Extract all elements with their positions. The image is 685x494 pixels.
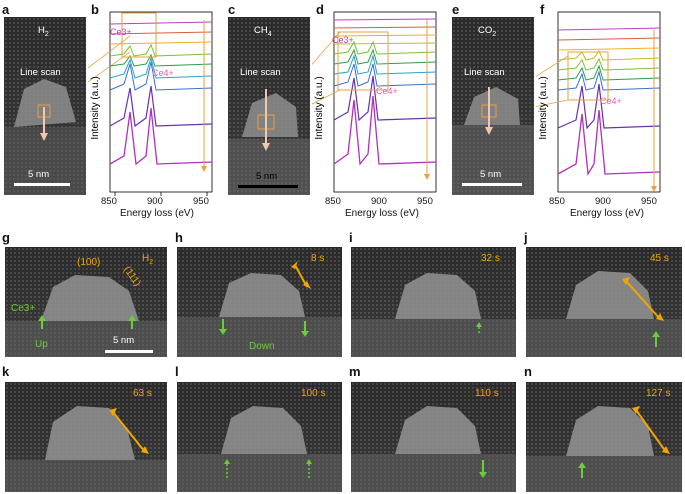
panel-label-f: f: [540, 2, 545, 17]
tick-950-d: 950: [417, 196, 433, 207]
scalebar-label-e: 5 nm: [480, 169, 502, 180]
time-label-j: 45 s: [650, 253, 669, 264]
scalebar-c: [238, 185, 298, 188]
line-scan-label-a: Line scan: [20, 67, 61, 78]
stem-image-g: (100) (111) H2 Ce3+ Up 5 nm: [5, 247, 167, 357]
panel-label-j: j: [524, 230, 528, 245]
time-label-m: 110 s: [475, 388, 499, 399]
ce4-label-f: Ce4+: [600, 96, 622, 106]
line-scan-label-c: Line scan: [240, 67, 281, 78]
gas-label-c: CH4: [254, 25, 272, 38]
spectrum-plot-b: Intensity (a.u.): [88, 11, 213, 196]
spectrum-plot-d: Intensity (a.u.): [312, 11, 437, 193]
panel-label-c: c: [228, 2, 236, 17]
scalebar-a: [14, 183, 70, 186]
gas-label-g: H2: [142, 253, 154, 266]
ce3-label-b: Ce3+: [110, 27, 132, 37]
stem-image-l: 100 s: [177, 382, 342, 492]
ce3-label-d: Ce3+: [332, 35, 354, 45]
stem-image-a: H2 Line scan 5 nm: [4, 17, 86, 195]
scalebar-label-a: 5 nm: [28, 169, 50, 180]
tick-900-f: 900: [595, 196, 611, 207]
up-label: Up: [35, 339, 48, 350]
down-label: Down: [249, 341, 275, 352]
tick-950-b: 950: [193, 196, 209, 207]
stem-image-n: 127 s: [526, 382, 682, 492]
panel-label-m: m: [349, 364, 361, 379]
scalebar-label-g: 5 nm: [113, 335, 135, 346]
ylabel-d: Intensity (a.u.): [314, 76, 325, 139]
gas-label-e: CO2: [478, 25, 497, 38]
panel-label-g: g: [2, 230, 10, 245]
panel-label-e: e: [452, 2, 460, 17]
tick-900-b: 900: [147, 196, 163, 207]
scalebar-label-c: 5 nm: [256, 171, 278, 182]
panel-label-k: k: [2, 364, 10, 379]
time-label-n: 127 s: [646, 388, 671, 399]
stem-image-c: CH4 Line scan 5 nm: [228, 17, 310, 195]
tick-850-d: 850: [325, 196, 341, 207]
ylabel-b: Intensity (a.u.): [90, 76, 101, 139]
xlabel-f: Energy loss (eV): [570, 208, 644, 219]
time-label-k: 63 s: [133, 388, 152, 399]
tick-850-b: 850: [101, 196, 117, 207]
xlabel-b: Energy loss (eV): [120, 208, 194, 219]
panel-label-i: i: [349, 230, 353, 245]
panel-label-b: b: [91, 2, 99, 17]
time-label-h: 8 s: [311, 253, 325, 264]
facet-100-label: (100): [77, 257, 101, 268]
panel-label-a: a: [2, 2, 10, 17]
time-label-i: 32 s: [481, 253, 500, 264]
tick-900-d: 900: [371, 196, 387, 207]
ce4-label-d: Ce4+: [376, 86, 398, 96]
tick-850-f: 850: [549, 196, 565, 207]
stem-image-m: 110 s: [351, 382, 516, 492]
stem-image-k: 63 s: [5, 382, 167, 492]
panel-label-h: h: [175, 230, 183, 245]
stem-image-j: 45 s: [526, 247, 682, 357]
xlabel-d: Energy loss (eV): [345, 208, 419, 219]
stem-image-h: 8 s Down: [177, 247, 342, 357]
spectrum-plot-f: Intensity (a.u.): [536, 11, 661, 193]
panel-label-n: n: [524, 364, 532, 379]
panel-label-d: d: [316, 2, 324, 17]
ce4-label-b: Ce4+: [152, 68, 174, 78]
scalebar-e: [462, 183, 522, 186]
ylabel-f: Intensity (a.u.): [538, 76, 549, 139]
gas-label-a: H2: [38, 25, 49, 38]
time-label-l: 100 s: [301, 388, 326, 399]
line-scan-label-e: Line scan: [464, 67, 505, 78]
stem-image-i: 32 s: [351, 247, 516, 357]
stem-image-e: CO2 Line scan 5 nm: [452, 17, 534, 195]
panel-label-l: l: [175, 364, 179, 379]
tick-950-f: 950: [641, 196, 657, 207]
ce3-label-g: Ce3+: [11, 303, 36, 314]
